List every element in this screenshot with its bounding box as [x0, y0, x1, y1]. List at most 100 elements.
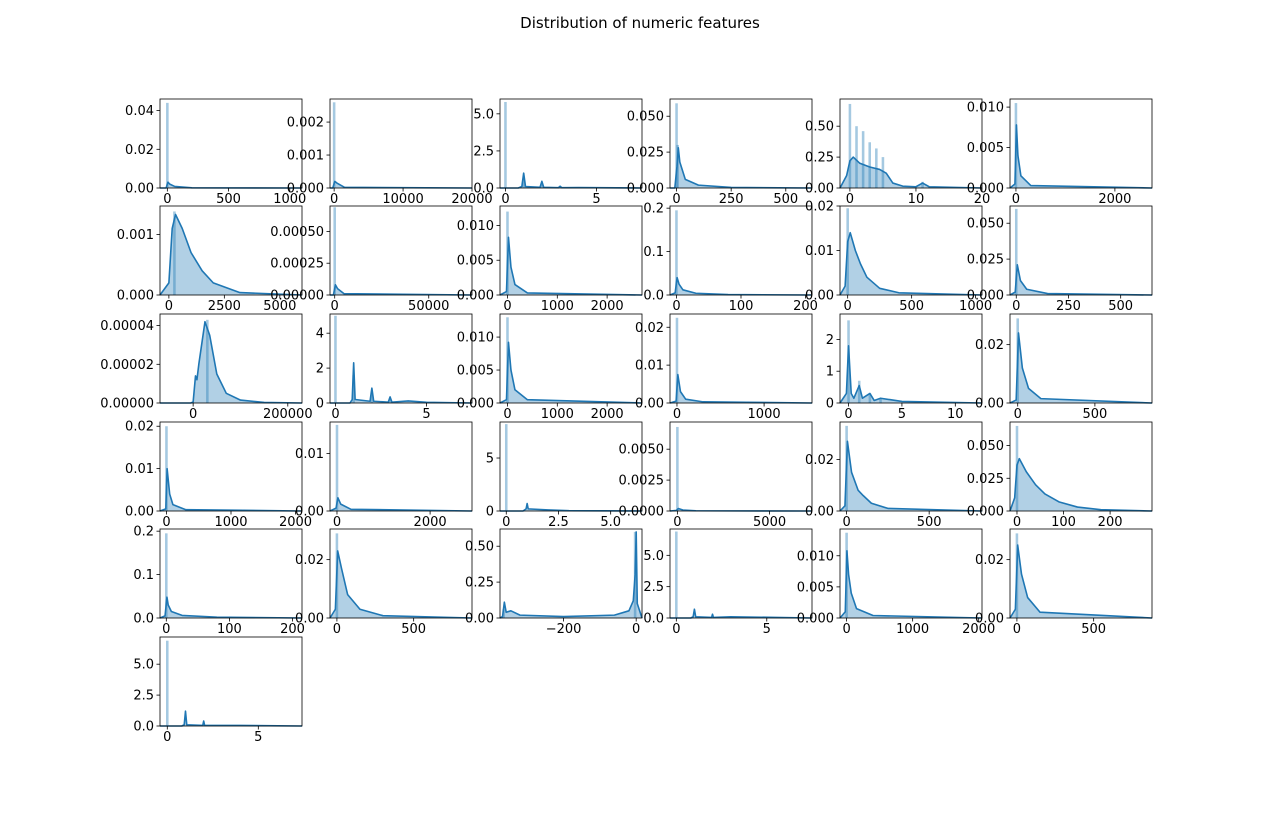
y-tick-label: 0.00 [635, 397, 664, 412]
x-tick-label: 1000 [273, 192, 306, 207]
x-tick-label: 200 [1098, 515, 1123, 530]
y-tick-label: 0.005 [457, 254, 494, 269]
density-area [160, 597, 302, 618]
y-tick-label: 2 [316, 362, 324, 377]
x-tick-label: 5000 [263, 299, 296, 314]
x-tick-label: 0 [672, 299, 680, 314]
y-tick-label: 0.01 [295, 447, 324, 462]
y-tick-label: 0.002 [287, 116, 324, 131]
x-tick-label: 0 [673, 515, 681, 530]
axes-frame [159, 205, 303, 296]
histogram-bar [165, 533, 168, 618]
density-line [159, 213, 303, 296]
y-tick-label: 0.02 [975, 553, 1004, 568]
density-line [330, 362, 473, 404]
y-tick-label: 0.00 [125, 505, 154, 520]
histogram-bar [855, 126, 858, 188]
density-line [1009, 457, 1153, 512]
x-tick-label: 0 [632, 622, 640, 637]
axes-frame [1009, 528, 1153, 619]
x-tick-label: 0 [842, 622, 850, 637]
x-tick-label: 10 [947, 407, 964, 422]
subplot-21: 0 2.5 5.0 0 5 [486, 421, 643, 530]
y-tick-label: 0.0025 [619, 474, 665, 489]
x-tick-label: 2500 [208, 299, 241, 314]
y-tick-label: 0.02 [125, 420, 154, 435]
y-tick-label: 0.00000 [100, 397, 154, 412]
x-tick-label: 0 [189, 407, 197, 422]
x-tick-label: 5.0 [600, 515, 621, 530]
axes-frame [1009, 98, 1153, 189]
y-tick-label: 0.050 [627, 110, 664, 125]
y-tick-label: 0.010 [457, 331, 494, 346]
y-tick-label: 0.0 [643, 612, 664, 627]
subplot-10: 0 100 200 0.0 0.1 0.2 [643, 202, 818, 314]
density-area [1010, 545, 1152, 618]
y-tick-label: 0.00 [975, 397, 1004, 412]
subplot-13: 0 200000 0.00000 0.00002 0.00004 [100, 313, 313, 422]
subplot-27: −200 0 0.00 0.25 0.50 [465, 528, 643, 637]
x-tick-label: 5000 [753, 515, 786, 530]
density-area [1010, 124, 1152, 188]
histogram-bar [333, 207, 336, 295]
x-tick-label: 0 [1013, 515, 1021, 530]
subplot-6: 0 2000 0.000 0.005 0.010 [967, 98, 1153, 207]
histogram-bar [504, 101, 507, 188]
x-tick-label: 5 [763, 622, 771, 637]
axes-frame [1009, 205, 1153, 296]
x-tick-label: 500 [773, 192, 798, 207]
density-area [160, 182, 302, 188]
subplot-22: 0 5000 0.0000 0.0025 0.0050 [619, 421, 813, 530]
y-tick-label: 5 [486, 452, 494, 467]
y-tick-label: 0.005 [797, 580, 834, 595]
histogram-bar [675, 317, 679, 403]
density-line [329, 550, 473, 619]
y-tick-label: 0.001 [117, 228, 154, 243]
y-tick-label: 1 [826, 365, 834, 380]
x-tick-label: 0 [502, 515, 510, 530]
x-tick-label: 20000 [451, 192, 492, 207]
histogram-bar [861, 131, 865, 188]
x-tick-label: 2.5 [548, 515, 569, 530]
x-tick-label: 0 [672, 192, 680, 207]
y-tick-label: 0.01 [635, 359, 664, 374]
y-tick-label: 0.04 [125, 104, 154, 119]
density-line [499, 531, 643, 619]
x-tick-label: 0 [672, 622, 680, 637]
x-tick-label: 0 [1014, 407, 1022, 422]
histogram-bar [166, 640, 169, 726]
histogram-bar [921, 181, 924, 188]
y-tick-label: 4 [316, 327, 324, 342]
x-tick-label: 0 [330, 192, 338, 207]
density-line [669, 276, 813, 296]
axes-frame [669, 98, 813, 189]
subplot-31: 0 5 0.0 2.5 5.0 [133, 636, 303, 745]
x-tick-label: 1000 [541, 299, 574, 314]
x-tick-label: 250 [1056, 299, 1081, 314]
axes-frame [499, 421, 643, 512]
density-area [840, 232, 982, 295]
y-tick-label: 0.0 [473, 182, 494, 197]
axes-frame [329, 313, 473, 404]
x-tick-label: 500 [917, 515, 942, 530]
x-tick-label: 250 [719, 192, 744, 207]
y-tick-label: 0.50 [805, 120, 834, 135]
y-tick-label: 0.010 [967, 101, 1004, 116]
x-tick-label: 5 [898, 407, 906, 422]
subplot-5: 0 10 20 0.00 0.25 0.50 [805, 98, 990, 207]
x-tick-label: 100 [1051, 515, 1076, 530]
y-tick-label: 5.0 [643, 549, 664, 564]
density-area [670, 147, 812, 188]
subplot-26: 0 500 0.00 0.02 [295, 528, 473, 637]
histogram-bar [206, 319, 209, 403]
axes-frame [159, 98, 303, 189]
y-tick-label: 0.005 [967, 141, 1004, 156]
x-tick-label: 0 [331, 299, 339, 314]
subplot-23: 0 500 0.00 0.02 [805, 421, 983, 530]
subplot-9: 0 1000 2000 0.000 0.005 0.010 [457, 205, 643, 314]
x-tick-label: 0 [333, 515, 341, 530]
subplot-29: 0 1000 2000 0.000 0.005 0.010 [797, 528, 995, 637]
histogram-bar [504, 424, 508, 511]
axes-frame [839, 528, 983, 619]
y-tick-label: 0.025 [967, 253, 1004, 268]
